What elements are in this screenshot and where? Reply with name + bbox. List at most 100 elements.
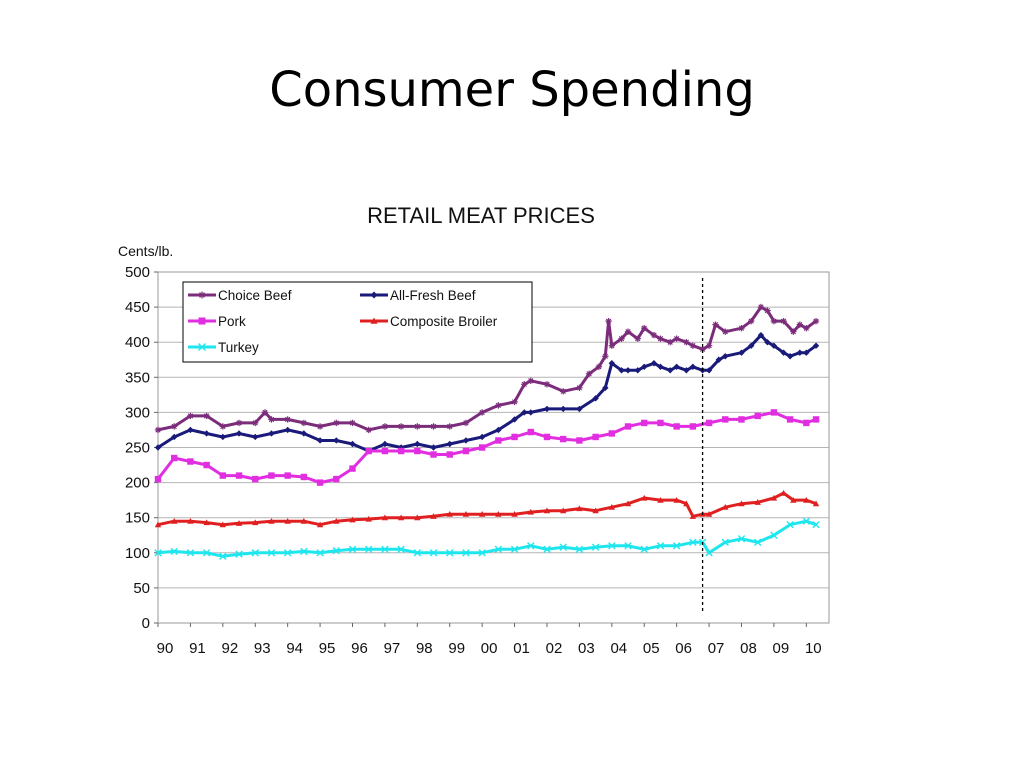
data-point [333,518,340,524]
data-point [511,510,518,517]
data-point [673,423,680,430]
data-point [705,549,713,557]
data-point [780,317,787,325]
data-point [608,342,616,349]
data-point [656,542,665,550]
data-point [219,433,227,441]
data-point [261,409,269,416]
x-tick-label: 93 [254,640,271,657]
data-point [365,447,372,455]
data-point [154,444,162,451]
data-point [381,545,389,553]
data-point [657,335,664,342]
data-point [689,342,697,349]
data-point [641,419,648,427]
series-line [157,491,817,527]
data-point [381,440,389,448]
data-point [738,349,745,356]
data-point [414,423,421,430]
data-point [689,513,697,519]
data-point [812,317,820,325]
data-point [414,440,421,448]
data-point [430,451,437,458]
data-point [284,472,291,479]
data-point [521,381,528,388]
data-point [683,367,690,374]
data-point [202,549,211,557]
data-point [187,518,194,524]
data-point [251,549,259,557]
data-point [397,447,405,455]
data-point [641,324,648,332]
data-point [527,428,534,436]
data-point [721,538,729,546]
data-point [446,510,453,517]
data-point [543,507,551,514]
data-point [478,510,486,517]
data-point [575,545,584,553]
data-point [316,479,324,486]
data-point [219,423,227,430]
data-point [812,342,820,349]
x-tick-label: 05 [643,640,660,657]
data-point [803,419,810,427]
data-point [624,328,632,335]
data-point [722,353,729,360]
data-point [780,349,787,356]
data-point [268,416,275,423]
data-point [267,549,276,557]
data-point [154,521,162,528]
y-tick-label: 50 [133,580,150,597]
data-point [602,384,609,392]
data-point [219,521,227,528]
data-point [705,419,713,427]
x-tick-label: 96 [351,640,368,657]
data-point [252,433,259,441]
data-point [446,549,454,557]
y-ticks: 0 50 100 150 200 250 300 350 400 450 500 [125,264,158,632]
y-tick-label: 350 [125,369,150,386]
data-point [316,521,324,528]
data-point [495,426,502,434]
data-point [585,370,593,377]
data-point [268,518,275,524]
data-point [576,384,583,392]
data-point [429,549,438,557]
data-point [198,291,206,299]
data-point [672,542,681,550]
data-point [689,423,697,430]
data-point [446,440,453,448]
data-point [722,503,729,510]
data-point [641,494,648,501]
data-point [349,440,356,448]
data-point [430,444,437,451]
data-point [748,342,755,349]
y-tick-label: 500 [125,264,150,281]
y-tick-label: 100 [125,545,150,562]
data-point [689,538,697,546]
data-point [803,496,810,503]
data-point [171,454,178,462]
data-point [348,545,357,553]
data-point [618,367,625,374]
data-point [332,546,340,555]
data-point [511,416,518,423]
data-point [683,339,690,346]
data-point [608,360,616,367]
x-tick-label: 94 [286,640,303,657]
y-tick-label: 400 [125,334,150,351]
data-point [790,328,797,335]
data-point [495,510,502,517]
data-point [608,503,616,510]
data-point [527,542,535,550]
data-point [624,423,632,430]
data-point [478,444,486,451]
data-point [414,514,421,521]
data-point [748,317,755,325]
data-point [370,291,378,299]
data-point [154,426,162,434]
data-point [624,542,632,550]
data-point [397,514,405,521]
data-point [770,342,778,349]
data-point [559,435,567,443]
